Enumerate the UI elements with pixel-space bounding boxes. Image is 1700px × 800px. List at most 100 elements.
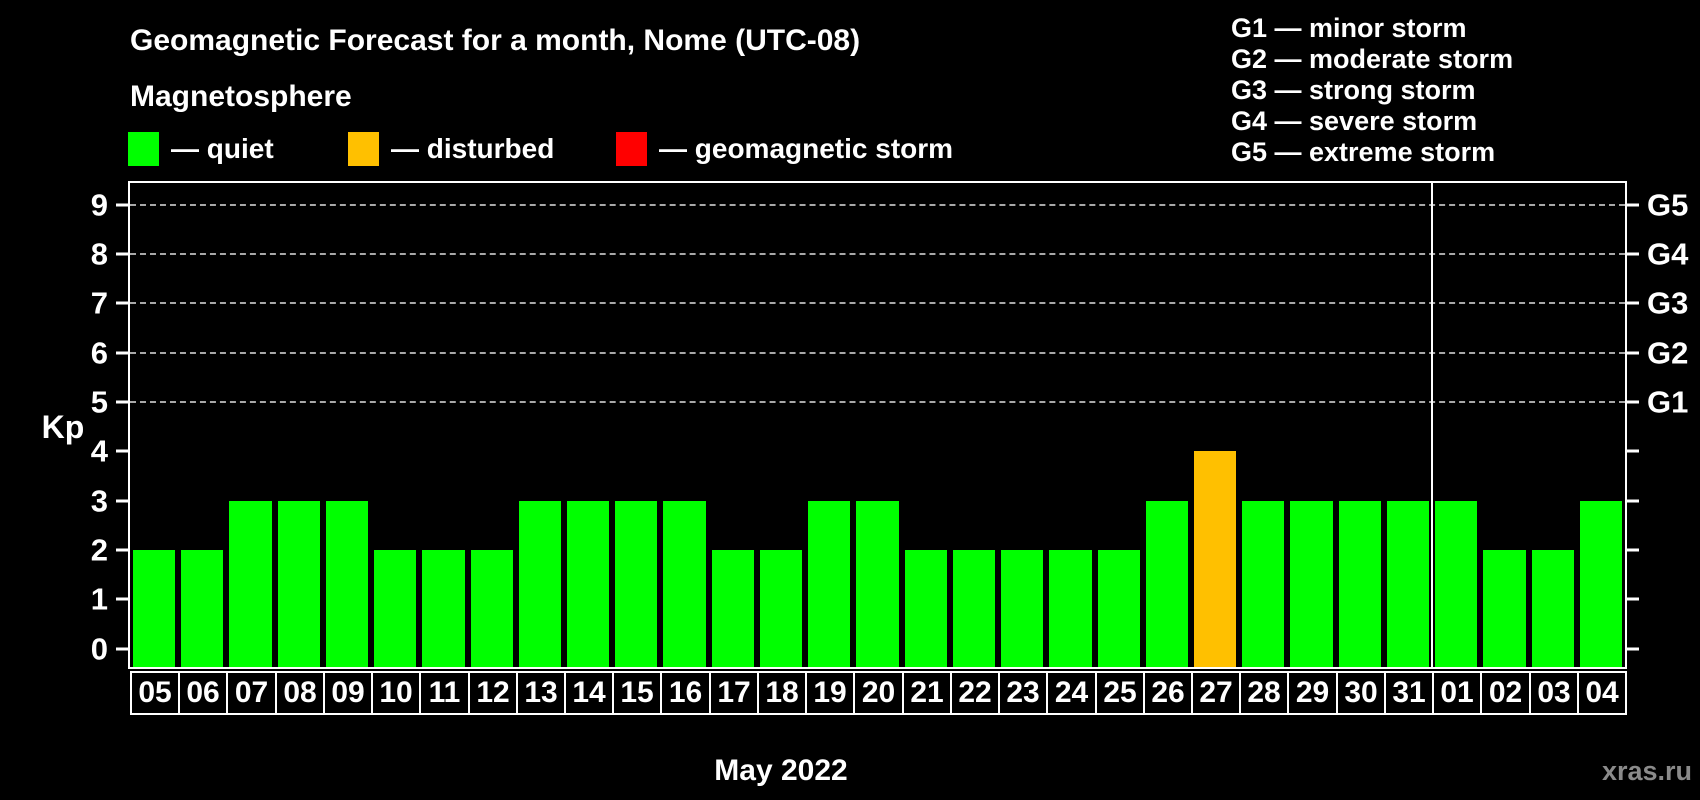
y-axis-label-8: 8 bbox=[90, 236, 108, 272]
x-axis-day-cell-26: 26 bbox=[1143, 671, 1193, 715]
bar-day-26 bbox=[1145, 500, 1188, 667]
bar-day-05 bbox=[133, 549, 176, 667]
x-axis-day-cell-06: 06 bbox=[178, 671, 228, 715]
y-axis-label-0: 0 bbox=[90, 631, 108, 666]
bar-day-28 bbox=[1242, 500, 1285, 667]
bar-day-19 bbox=[808, 500, 851, 667]
y-tick-right-7 bbox=[1627, 301, 1639, 305]
gridline-kp8 bbox=[130, 253, 1625, 256]
bar-day-18 bbox=[759, 549, 803, 667]
x-axis-day-cell-15: 15 bbox=[612, 671, 662, 715]
x-axis-day-cell-05: 05 bbox=[130, 671, 180, 715]
chart-title: Geomagnetic Forecast for a month, Nome (… bbox=[130, 24, 861, 57]
y-tick-left-4 bbox=[116, 449, 128, 453]
bar-day-15 bbox=[615, 500, 658, 667]
x-axis-day-cell-09: 09 bbox=[323, 671, 373, 715]
y-axis-label-1: 1 bbox=[90, 581, 108, 617]
bar-day-21 bbox=[904, 549, 947, 667]
legend-item-disturbed: — disturbed bbox=[348, 130, 554, 168]
y-tick-right-4 bbox=[1627, 449, 1639, 453]
g-legend-line-g5: G5 — extreme storm bbox=[1231, 137, 1496, 167]
y-tick-right-0 bbox=[1627, 647, 1639, 650]
bar-day-09 bbox=[325, 500, 369, 667]
bar-day-03 bbox=[1531, 549, 1574, 667]
y-axis-label-2: 2 bbox=[90, 532, 108, 568]
legend-item-disturbed-label: — disturbed bbox=[391, 133, 555, 164]
x-axis-day-cell-18: 18 bbox=[757, 671, 807, 715]
bar-day-01 bbox=[1435, 500, 1478, 667]
x-axis-day-cell-03: 03 bbox=[1529, 671, 1579, 715]
y-axis-title: Kp bbox=[41, 409, 85, 445]
storm-color-swatch bbox=[616, 132, 647, 166]
y-tick-right-2 bbox=[1627, 548, 1639, 552]
bar-day-08 bbox=[277, 500, 320, 667]
bar-day-16 bbox=[663, 500, 706, 667]
y-tick-right-9 bbox=[1627, 203, 1639, 207]
bar-day-12 bbox=[470, 549, 513, 667]
gridline-kp5 bbox=[130, 401, 1625, 403]
bar-day-02 bbox=[1483, 549, 1526, 667]
x-axis-day-cell-25: 25 bbox=[1095, 671, 1145, 715]
g-legend-line-g2: G2 — moderate storm bbox=[1231, 44, 1514, 74]
bar-day-30 bbox=[1338, 500, 1381, 667]
bar-day-25 bbox=[1097, 549, 1140, 667]
right-axis-label-g4: G4 bbox=[1647, 236, 1689, 272]
legend-item-storm: — geomagnetic storm bbox=[616, 130, 953, 168]
bar-day-22 bbox=[952, 549, 996, 667]
x-axis-day-cell-13: 13 bbox=[516, 671, 566, 715]
right-axis-label-g3: G3 bbox=[1647, 285, 1689, 321]
y-tick-left-9 bbox=[116, 203, 128, 207]
y-axis-label-7: 7 bbox=[90, 285, 108, 321]
x-axis-day-cell-28: 28 bbox=[1239, 671, 1289, 715]
y-tick-right-5 bbox=[1627, 400, 1639, 404]
y-tick-left-1 bbox=[116, 597, 128, 601]
magnetosphere-label: Magnetosphere bbox=[130, 80, 352, 113]
bar-day-13 bbox=[518, 500, 562, 667]
x-axis-day-cell-23: 23 bbox=[998, 671, 1048, 715]
y-tick-left-8 bbox=[116, 252, 128, 256]
y-tick-right-3 bbox=[1627, 499, 1639, 503]
y-tick-right-8 bbox=[1627, 252, 1639, 256]
disturbed-color-swatch bbox=[348, 132, 379, 166]
x-axis-day-cell-01: 01 bbox=[1432, 671, 1482, 715]
y-axis-label-3: 3 bbox=[90, 483, 108, 519]
y-tick-right-1 bbox=[1627, 597, 1639, 601]
bar-day-23 bbox=[1001, 549, 1044, 667]
gridline-kp7 bbox=[130, 302, 1625, 305]
bar-day-11 bbox=[422, 549, 465, 667]
bar-day-14 bbox=[567, 500, 610, 667]
watermark: xras.ru bbox=[1601, 756, 1692, 786]
y-axis-label-4: 4 bbox=[90, 433, 108, 469]
bar-day-24 bbox=[1049, 549, 1092, 667]
x-axis-day-cell-11: 11 bbox=[419, 671, 470, 715]
plot-area: G1 G2 G3 G4 G5 0 1 2 3 4 5 6 7 8 9 05 06 07 08 09 10 11 12 13 14… bbox=[91, 181, 1688, 715]
bar-day-20 bbox=[856, 500, 899, 667]
x-axis-day-cell-24: 24 bbox=[1046, 671, 1097, 715]
g-legend-line-g4: G4 — severe storm bbox=[1231, 106, 1478, 136]
month-separator-line bbox=[1431, 183, 1434, 667]
y-axis-label-9: 9 bbox=[90, 187, 108, 223]
legend-item-quiet-label: — quiet bbox=[171, 133, 274, 164]
x-axis-day-cell-16: 16 bbox=[660, 671, 711, 715]
y-axis-label-6: 6 bbox=[90, 335, 108, 371]
x-axis-day-cell-08: 08 bbox=[275, 671, 325, 715]
g-scale-legend: G1 — minor storm G2 — moderate storm G3 … bbox=[1231, 13, 1513, 168]
y-tick-left-5 bbox=[116, 400, 128, 404]
y-tick-left-2 bbox=[116, 548, 128, 552]
x-axis-day-cell-31: 31 bbox=[1384, 671, 1434, 715]
y-tick-left-3 bbox=[116, 499, 128, 503]
y-tick-right-6 bbox=[1627, 351, 1639, 355]
right-axis-label-g1: G1 bbox=[1647, 384, 1689, 420]
bar-day-31 bbox=[1386, 500, 1430, 667]
y-axis-label-5: 5 bbox=[90, 384, 108, 420]
x-axis-day-cell-29: 29 bbox=[1287, 671, 1338, 715]
right-axis-label-g2: G2 bbox=[1647, 335, 1689, 371]
x-axis-day-cell-27: 27 bbox=[1191, 671, 1241, 715]
x-axis-day-cell-20: 20 bbox=[853, 671, 904, 715]
bar-day-27 bbox=[1193, 451, 1237, 667]
x-axis-day-cell-10: 10 bbox=[371, 671, 421, 715]
bar-day-29 bbox=[1290, 500, 1333, 667]
x-axis-day-cell-12: 12 bbox=[468, 671, 518, 715]
g-legend-line-g3: G3 — strong storm bbox=[1231, 75, 1476, 105]
